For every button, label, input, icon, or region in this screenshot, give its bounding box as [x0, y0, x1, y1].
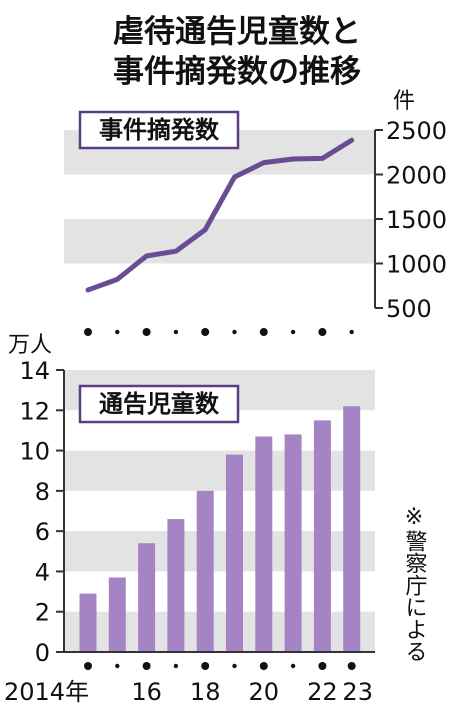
chart-title-line-1: 虐待通告児童数と [113, 14, 361, 50]
source-note: ※警察庁による [402, 505, 428, 662]
bar-2022 [313, 420, 331, 652]
bar-2021 [284, 434, 302, 652]
top-x-tick-dot [290, 329, 296, 335]
top-x-tick-dot [84, 328, 92, 336]
top-x-tick-dot [142, 328, 151, 336]
bottom-y-tick-label: 6 [35, 518, 50, 546]
bottom-y-tick-label: 0 [35, 639, 50, 667]
bottom-y-tick-label: 4 [35, 558, 50, 586]
bar-2020 [255, 436, 273, 652]
bottom-x-tick-dot [259, 662, 268, 670]
bottom-y-tick-label: 14 [19, 357, 50, 385]
bottom-series-label: 通告児童数 [99, 390, 220, 418]
bottom-x-tick-label: 20 [249, 678, 280, 706]
top-x-tick-dot [318, 328, 327, 336]
bottom-y-tick-label: 12 [19, 397, 50, 425]
bottom-x-tick-dot [201, 662, 210, 670]
top-x-tick-dot [173, 329, 179, 335]
bottom-y-tick-label: 2 [35, 599, 50, 627]
chart-title-line-2: 事件摘発数の推移 [113, 54, 361, 90]
bottom-x-tick-dot [318, 662, 327, 670]
bar-2015 [108, 577, 126, 652]
bottom-y-tick-label: 8 [35, 478, 50, 506]
top-x-tick-dot [232, 329, 237, 335]
top-y-tick-label: 500 [386, 295, 432, 323]
bottom-x-tick-label: 18 [190, 678, 221, 706]
bottom-x-tick-dot [173, 663, 179, 669]
arrest-count-series-line [85, 137, 355, 293]
top-y-tick-label: 2500 [386, 117, 447, 145]
bar-2014 [79, 593, 97, 652]
bottom-x-tick-label: 23 [342, 678, 373, 706]
top-x-tick-dot [115, 329, 120, 335]
bottom-y-tick-label: 10 [19, 438, 50, 466]
bar-2018 [196, 490, 214, 652]
bottom-x-tick-dot [115, 663, 120, 669]
top-y-tick-label: 1500 [386, 206, 447, 234]
bottom-x-tick-dot [347, 662, 356, 670]
top-series-label-box: 事件摘発数 [78, 110, 240, 150]
notified-children-bar-chart: 万人 0 2 4 6 8 10 12 14 通告児童数 2014年 16 18 20 22 23 [4, 333, 375, 706]
bottom-x-tick-label: 16 [131, 678, 162, 706]
arrest-count-line-chart: 500 1000 1500 2000 2500 件 事件摘発数 [64, 89, 447, 336]
bar-2016 [138, 543, 156, 652]
top-x-tick-dot [349, 329, 354, 335]
bottom-x-tick-dot [232, 663, 237, 669]
bar-2019 [226, 454, 243, 652]
top-x-tick-dot [259, 328, 268, 336]
bottom-x-tick-label: 2014年 [4, 678, 89, 706]
bottom-x-tick-label: 22 [307, 678, 338, 706]
top-series-label: 事件摘発数 [99, 116, 220, 144]
bottom-series-label-box: 通告児童数 [78, 384, 240, 424]
top-y-tick-label: 1000 [386, 251, 447, 279]
bottom-x-tick-dot [142, 662, 151, 670]
bottom-x-tick-dot [84, 662, 92, 670]
top-grid-band [64, 219, 375, 264]
bar-2023 [343, 406, 361, 652]
top-y-tick-label: 2000 [386, 162, 447, 190]
bottom-y-unit: 万人 [8, 333, 52, 358]
top-x-tick-dot [201, 328, 210, 336]
bottom-x-tick-dot [290, 663, 296, 669]
bar-2017 [167, 519, 185, 652]
top-y-unit: 件 [393, 89, 415, 114]
